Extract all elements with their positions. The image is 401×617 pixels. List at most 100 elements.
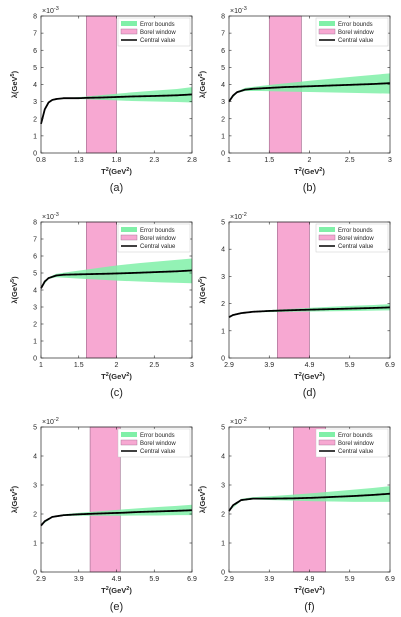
- y-axis-label: λ(GeV5): [10, 70, 19, 98]
- y-tick-label: 7: [221, 31, 225, 38]
- legend-swatch-error-bounds: [121, 432, 137, 437]
- x-axis-label: T2(GeV2): [101, 167, 132, 176]
- y-tick-label: 5: [33, 65, 37, 72]
- x-tick-label: 2: [115, 362, 119, 369]
- x-axis-label: T2(GeV2): [294, 167, 325, 176]
- legend-label-central-value: Central value: [338, 38, 374, 44]
- y-tick-label: 0: [221, 151, 225, 158]
- chart-panel-f: 2.9 3.9 4.9 5.9 6.9 0 1 2 3 4 5 ×10-2 T2(GeV2) λ(GeV5…: [198, 417, 395, 613]
- legend-label-error-bounds: Error bounds: [338, 433, 373, 439]
- y-tick-label: 4: [221, 454, 225, 461]
- y-tick-label: 8: [33, 220, 37, 227]
- y-tick-label: 4: [33, 454, 37, 461]
- y-exponent-label: ×10-3: [42, 212, 59, 221]
- legend-label-error-bounds: Error bounds: [140, 433, 175, 439]
- panel-label: (e): [110, 601, 123, 613]
- chart-panel-a: 0.8 1.3 1.8 2.3 2.8 0 1 2 3 4 5 6 7 8 ×10-3 T2(GeV2) λ(G…: [10, 6, 197, 194]
- x-tick-label: 1: [39, 362, 43, 369]
- x-tick-label: 3.9: [264, 576, 274, 583]
- legend-swatch-error-bounds: [319, 21, 335, 26]
- x-tick-label: 6.9: [187, 576, 197, 583]
- x-tick-label: 1.3: [74, 157, 84, 164]
- legend-swatch-error-bounds: [121, 227, 137, 232]
- y-tick-label: 5: [221, 220, 225, 227]
- legend-label-borel-window: Borel window: [140, 30, 176, 36]
- y-tick-label: 6: [221, 48, 225, 55]
- y-tick-label: 1: [33, 133, 37, 140]
- x-tick-label: 2: [308, 157, 312, 164]
- y-exponent-label: ×10-3: [230, 6, 247, 15]
- x-tick-label: 1: [227, 157, 231, 164]
- y-tick-label: 2: [33, 116, 37, 123]
- panel-label: (f): [304, 601, 314, 613]
- legend-swatch-error-bounds: [121, 21, 137, 26]
- y-tick-label: 1: [221, 133, 225, 140]
- error-band: [229, 304, 390, 318]
- x-tick-label: 4.9: [305, 576, 315, 583]
- x-axis-label: T2(GeV2): [101, 372, 132, 381]
- panel-label: (d): [303, 387, 316, 399]
- x-tick-label: 3: [388, 157, 392, 164]
- y-tick-label: 3: [221, 99, 225, 106]
- x-tick-label: 2.3: [149, 157, 159, 164]
- y-tick-label: 3: [33, 483, 37, 490]
- y-axis-label: λ(GeV5): [198, 276, 207, 304]
- x-tick-label: 5.9: [149, 576, 159, 583]
- panel-label: (a): [110, 182, 123, 194]
- x-tick-label: 2.9: [36, 576, 46, 583]
- error-band: [229, 73, 390, 102]
- y-tick-label: 5: [33, 271, 37, 278]
- y-tick-label: 4: [221, 82, 225, 89]
- error-band: [41, 504, 192, 526]
- x-axis-label: T2(GeV2): [294, 586, 325, 595]
- borel-window-band: [276, 221, 310, 359]
- legend-swatch-borel-window: [120, 28, 138, 35]
- x-tick-label: 6.9: [385, 362, 395, 369]
- legend-label-error-bounds: Error bounds: [140, 22, 175, 28]
- y-tick-label: 3: [221, 274, 225, 281]
- legend-label-borel-window: Borel window: [338, 441, 374, 447]
- legend-swatch-borel-window: [318, 28, 336, 35]
- central-value-line: [40, 93, 193, 125]
- borel-window-band: [89, 426, 121, 573]
- y-axis-label: λ(GeV5): [198, 485, 207, 513]
- x-tick-label: 2.9: [224, 362, 234, 369]
- borel-window-band: [86, 221, 117, 359]
- x-tick-label: 2.9: [224, 576, 234, 583]
- central-value-line: [228, 306, 391, 318]
- x-tick-label: 1.8: [112, 157, 122, 164]
- legend-swatch-error-bounds: [319, 432, 335, 437]
- y-tick-label: 1: [33, 541, 37, 548]
- y-tick-label: 2: [33, 322, 37, 329]
- chart-panel-d: 2.9 3.9 4.9 5.9 6.9 0 1 2 3 4 5 ×10-2 T2(GeV2) λ(GeV5…: [198, 212, 395, 399]
- y-tick-label: 5: [33, 425, 37, 432]
- legend-label-error-bounds: Error bounds: [140, 228, 175, 234]
- y-axis-label: λ(GeV5): [10, 485, 19, 513]
- legend-label-borel-window: Borel window: [140, 441, 176, 447]
- x-tick-label: 2.5: [149, 362, 159, 369]
- chart-panel-b: 1 1.5 2 2.5 3012345678×10-3T2(GeV2)λ(GeV5)Er…: [198, 6, 392, 194]
- x-tick-label: 1.5: [74, 362, 84, 369]
- legend-label-error-bounds: Error bounds: [338, 228, 373, 234]
- y-tick-label: 3: [33, 99, 37, 106]
- legend-swatch-borel-window: [318, 439, 336, 446]
- x-tick-label: 3.9: [264, 362, 274, 369]
- y-tick-label: 3: [33, 305, 37, 312]
- y-tick-label: 2: [221, 301, 225, 308]
- chart-panel-e: 2.9 3.9 4.9 5.9 6.9 0 1 2 3 4 5 ×10-2 T2(GeV2) λ(GeV5…: [10, 417, 197, 613]
- legend-swatch-error-bounds: [319, 227, 335, 232]
- y-axis-label: λ(GeV5): [10, 276, 19, 304]
- y-tick-label: 5: [221, 65, 225, 72]
- legend-swatch-borel-window: [120, 234, 138, 241]
- central-value-line: [40, 269, 193, 289]
- chart-panel-c: 1 1.5 2 2.5 3012345678×10-3T2(GeV2)λ(GeV5)Er…: [10, 212, 194, 399]
- x-tick-label: 5.9: [345, 576, 355, 583]
- legend-swatch-borel-window: [318, 234, 336, 241]
- legend-label-central-value: Central value: [140, 38, 176, 44]
- legend-label-error-bounds: Error bounds: [338, 22, 373, 28]
- y-tick-label: 8: [33, 14, 37, 21]
- y-exponent-label: ×10-2: [42, 417, 59, 426]
- x-tick-label: 6.9: [385, 576, 395, 583]
- y-exponent-label: ×10-2: [230, 417, 247, 426]
